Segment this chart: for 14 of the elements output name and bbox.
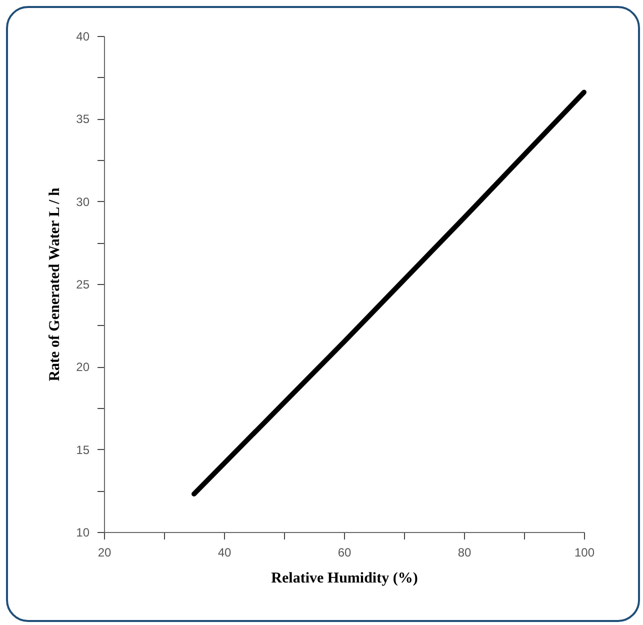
x-tick-label: 40 [218,546,232,560]
y-axis-title: Rate of Generated Water L / h [47,187,64,382]
y-tick-label: 25 [76,278,90,292]
x-axis-title: Relative Humidity (%) [271,570,418,586]
x-tick-label: 20 [98,546,112,560]
x-tick-label: 60 [338,546,352,560]
x-tick-label: 80 [458,546,472,560]
x-tick-label: 100 [574,546,595,560]
y-tick-label: 40 [76,30,90,44]
y-tick-label: 15 [76,442,90,457]
y-tick-label: 20 [76,360,90,374]
y-tick-label: 35 [76,112,90,126]
y-tick-label: 10 [76,526,90,540]
y-tick-label: 30 [76,194,90,209]
